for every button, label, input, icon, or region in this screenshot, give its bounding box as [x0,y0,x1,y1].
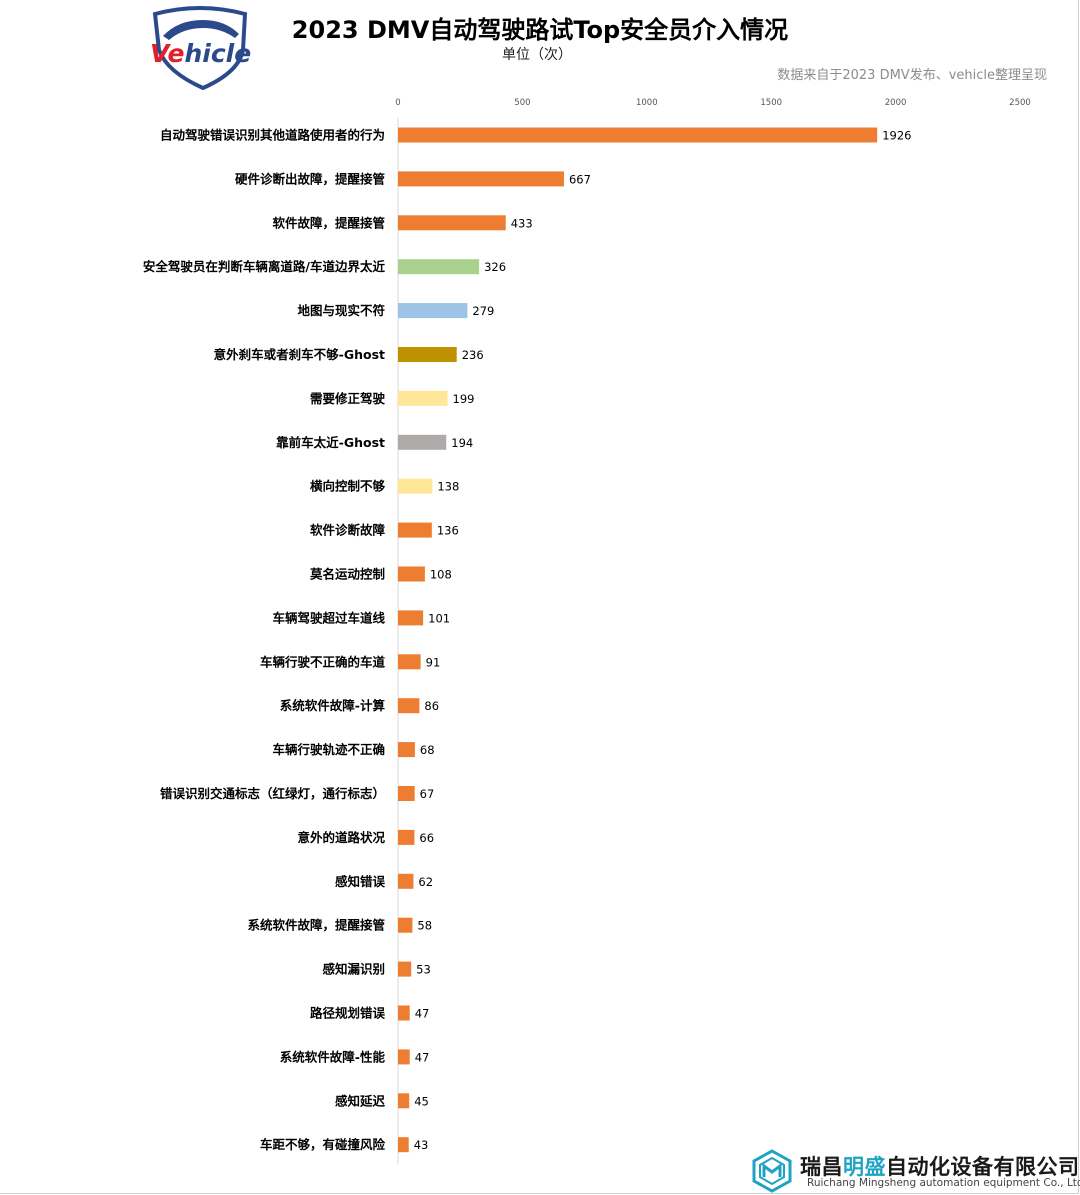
data-label: 326 [484,260,506,274]
bar [398,742,415,758]
bar [398,654,421,670]
data-label: 136 [437,524,459,538]
bar [398,698,420,714]
category-label: 感知漏识别 [322,962,385,977]
data-label: 47 [415,1050,430,1064]
category-label: 安全驾驶员在判断车辆离道路/车道边界太近 [143,259,386,274]
company-name-cn: 瑞昌明盛自动化设备有限公司 [800,1155,1080,1179]
bar [398,303,468,319]
bar [398,127,878,143]
category-label: 车辆驾驶超过车道线 [272,610,385,625]
bar [398,786,415,801]
vehicle-logo: Vehicle [150,6,251,90]
category-label: 需要修正驾驶 [310,391,386,406]
bar [398,961,412,977]
data-label: 194 [451,436,473,450]
category-label: 车距不够，有碰撞风险 [260,1137,386,1152]
category-label: 系统软件故障，提醒接管 [247,918,385,933]
category-label: 意外的道路状况 [297,830,385,845]
bar [398,829,415,845]
bar [398,1093,410,1109]
bar [398,917,413,933]
data-label: 199 [453,392,475,406]
category-label: 靠前车太近-Ghost [276,435,385,450]
data-label: 86 [424,699,439,713]
data-label: 138 [437,480,459,494]
category-label: 横向控制不够 [310,479,386,494]
bar [398,434,447,450]
x-tick-label: 2500 [1009,98,1031,108]
category-label: 感知错误 [335,874,386,889]
category-label: 自动驾驶错误识别其他道路使用者的行为 [160,128,385,143]
bar [398,522,432,538]
data-label: 58 [417,919,432,933]
bar [398,873,414,889]
category-label: 错误识别交通标志（红绿灯，通行标志） [160,786,385,801]
category-label: 系统软件故障-性能 [280,1049,386,1064]
company-watermark: 瑞昌明盛自动化设备有限公司 Ruichang Mingsheng automat… [750,1148,1080,1194]
bar [398,1137,409,1153]
category-label: 意外刹车或者刹车不够-Ghost [214,347,385,362]
data-source-note: 数据来自于2023 DMV发布、vehicle整理呈现 [777,68,1047,83]
company-name-en: Ruichang Mingsheng automation equipment … [807,1177,1080,1189]
data-label: 66 [419,831,434,845]
data-label: 279 [472,304,494,318]
data-label: 62 [418,875,433,889]
data-label: 101 [428,611,450,625]
category-label: 车辆行驶不正确的车道 [260,654,386,669]
data-label: 108 [430,568,452,582]
bar [398,1049,410,1065]
bar [398,259,480,275]
category-label: 车辆行驶轨迹不正确 [272,742,385,757]
data-label: 47 [415,1007,430,1021]
company-logo-icon [752,1149,792,1193]
data-label: 43 [414,1138,429,1152]
bar [398,171,564,187]
data-label: 91 [426,655,441,669]
x-tick-label: 2000 [885,98,907,108]
bar [398,390,448,406]
category-label: 系统软件故障-计算 [280,698,386,713]
data-label: 1926 [882,129,911,143]
data-label: 667 [569,172,591,186]
bar [398,566,425,582]
data-label: 433 [511,216,533,230]
category-label: 莫名运动控制 [310,567,385,582]
data-label: 67 [420,787,435,801]
x-tick-label: 500 [514,98,530,108]
data-label: 53 [416,963,431,977]
chart-unit: 单位（次） [502,47,572,63]
category-label: 软件诊断故障 [310,523,386,538]
chart-title: 2023 DMV自动驾驶路试Top安全员介入情况 [291,16,789,44]
bar [398,215,506,231]
category-label: 硬件诊断出故障，提醒接管 [235,171,385,186]
x-tick-label: 0 [395,98,400,108]
car-silhouette-icon [163,20,239,40]
data-label: 45 [414,1094,429,1108]
logo-wordmark: Vehicle [150,39,251,68]
category-label: 软件故障，提醒接管 [272,215,385,230]
category-label: 感知延迟 [335,1093,386,1108]
bar [398,478,433,494]
x-tick-label: 1500 [760,98,782,108]
data-label: 236 [462,348,484,362]
bar [398,610,424,626]
category-label: 地图与现实不符 [297,303,385,318]
data-label: 68 [420,743,435,757]
x-tick-label: 1000 [636,98,658,108]
bar [398,1005,410,1021]
bar [398,347,457,362]
category-label: 路径规划错误 [310,1006,386,1021]
